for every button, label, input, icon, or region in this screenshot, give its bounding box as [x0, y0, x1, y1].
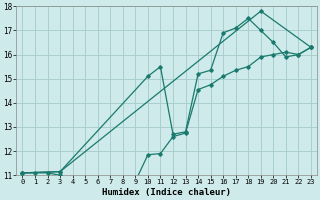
X-axis label: Humidex (Indice chaleur): Humidex (Indice chaleur)	[102, 188, 231, 197]
